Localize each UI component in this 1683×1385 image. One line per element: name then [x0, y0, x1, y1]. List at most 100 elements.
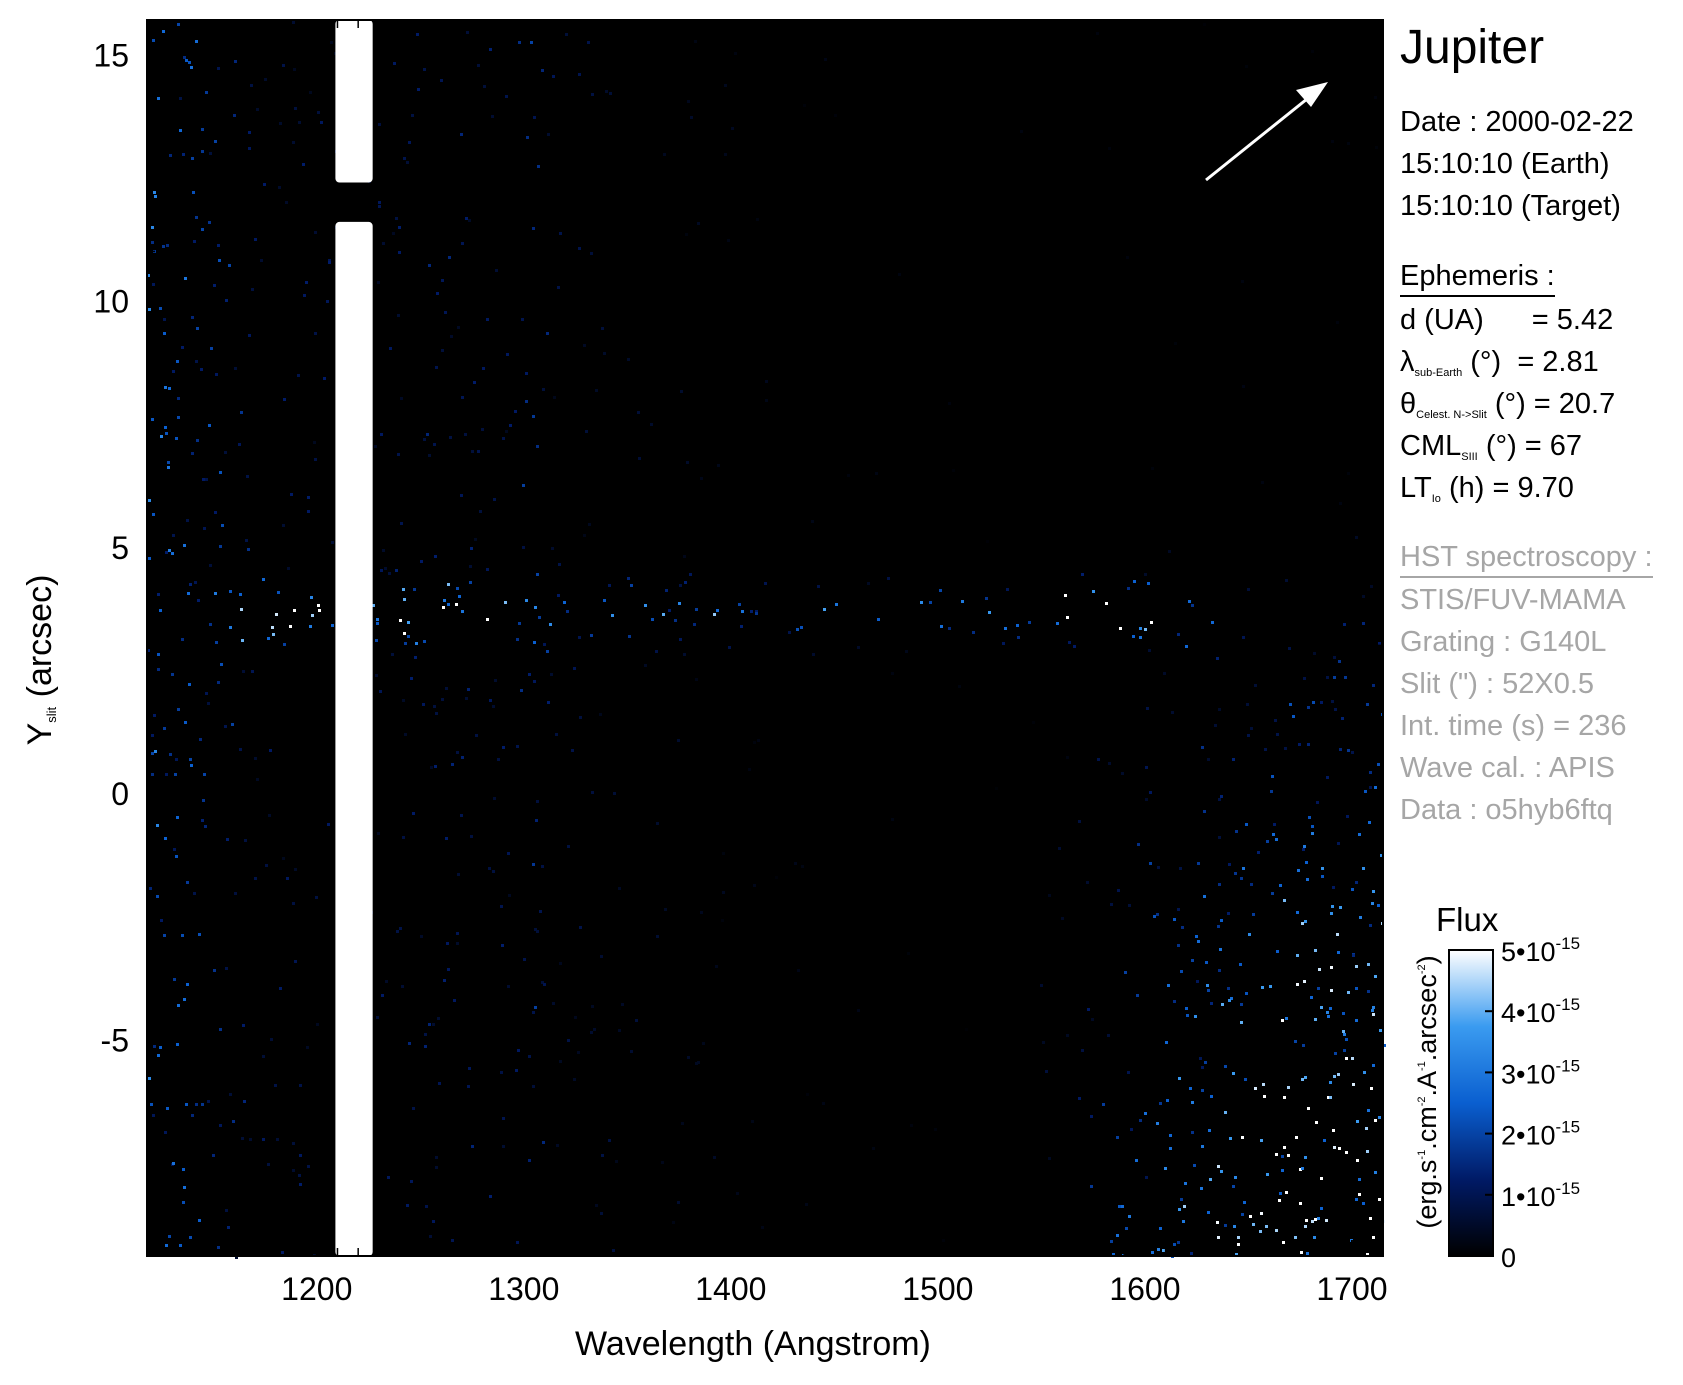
pixel-cluster [477, 64, 480, 67]
pixel-cluster [1333, 1146, 1336, 1149]
lyman-alpha-band-upper [335, 20, 373, 183]
pixel-cluster [402, 588, 405, 591]
pixel-cluster [1156, 913, 1159, 916]
dataset-id: Data : o5hyb6ftq [1400, 794, 1613, 826]
pixel-cluster [1228, 999, 1231, 1002]
pixel-cluster [240, 608, 243, 611]
pixel-cluster [1352, 1083, 1355, 1086]
pixel-cluster [674, 619, 677, 622]
pixel-cluster [1237, 1236, 1240, 1239]
pixel-cluster [183, 544, 186, 547]
pixel-cluster [939, 589, 942, 592]
pixel-cluster [1162, 1249, 1165, 1252]
grating: Grating : G140L [1400, 626, 1607, 658]
pixel-cluster [1128, 1215, 1131, 1218]
pixel-cluster [1358, 833, 1361, 836]
pixel-cluster [272, 633, 275, 636]
colorbar-tick-label: 3•10-15 [1501, 1056, 1580, 1089]
pixel-cluster [1333, 1075, 1336, 1078]
colorbar-tick-label: 4•10-15 [1501, 995, 1580, 1028]
pixel-cluster [740, 625, 743, 628]
pixel-cluster [1301, 1078, 1304, 1081]
ephemeris-distance: d (UA) = 5.42 [1400, 304, 1614, 336]
ephemeris-cml: CMLSIII (°) = 67 [1400, 430, 1583, 464]
pixel-cluster [179, 1244, 182, 1247]
pixel-cluster [1240, 1021, 1243, 1024]
colorbar-title: Flux [1436, 901, 1499, 938]
pixel-cluster [187, 592, 190, 595]
plot-background [147, 20, 1383, 1256]
wave-calibration: Wave cal. : APIS [1400, 752, 1615, 784]
pixel-cluster [920, 601, 923, 604]
pixel-cluster [310, 596, 313, 599]
pixel-cluster [1355, 965, 1358, 968]
pixel-cluster [1367, 990, 1370, 993]
pixel-cluster [1303, 980, 1306, 983]
pixel-cluster [1339, 906, 1342, 909]
y-tick-label: 0 [111, 776, 129, 812]
pixel-cluster [428, 1023, 431, 1026]
x-tick-label: 1600 [1109, 1271, 1180, 1307]
pixel-cluster [164, 837, 167, 840]
colorbar-unit-label: (erg.s-1.cm-2.A-1.arcsec-2) [1412, 955, 1442, 1229]
colorbar-tick-label: 1•10-15 [1501, 1179, 1580, 1212]
pixel-cluster [262, 578, 265, 581]
pixel-cluster [1336, 933, 1339, 936]
pixel-cluster [1262, 1083, 1265, 1086]
x-axis-title: Wavelength (Angstrom) [575, 1325, 931, 1363]
spectral-image [147, 20, 1386, 1259]
pixel-cluster [217, 681, 220, 684]
pixel-cluster [407, 635, 410, 638]
pixel-cluster [153, 1045, 156, 1048]
pixel-cluster [1217, 1165, 1220, 1168]
pixel-cluster [1216, 1221, 1219, 1224]
pixel-cluster [1356, 1120, 1359, 1123]
pixel-cluster [1208, 1129, 1211, 1132]
pixel-cluster [184, 721, 187, 724]
pixel-cluster [822, 1102, 825, 1105]
pixel-cluster [1294, 1236, 1297, 1239]
pixel-cluster [1366, 1150, 1369, 1153]
pixel-cluster [1330, 989, 1333, 992]
pixel-cluster [1374, 1171, 1377, 1174]
pixel-cluster [700, 477, 703, 480]
pixel-cluster [1259, 1230, 1262, 1233]
pixel-cluster [823, 608, 826, 611]
pixel-cluster [203, 773, 206, 776]
pixel-cluster [1351, 1057, 1354, 1060]
x-tick-label: 1200 [281, 1271, 352, 1307]
pixel-cluster [1308, 816, 1311, 819]
pixel-cluster [376, 622, 379, 625]
plot-axes: 1200 1300 1400 1500 1600 1700 -5 0 5 10 15 [93, 19, 1388, 1307]
pixel-cluster [1362, 867, 1365, 870]
direction-arrow [1205, 82, 1328, 182]
y-tick-label: 5 [111, 530, 129, 566]
pixel-cluster [177, 397, 180, 400]
pixel-cluster [1314, 949, 1317, 952]
time-target: 15:10:10 (Target) [1400, 190, 1621, 222]
pixel-cluster [309, 625, 312, 628]
pixel-cluster [571, 749, 574, 752]
pixel-cluster [1118, 1205, 1121, 1208]
plot-frame [146, 19, 1384, 1257]
pixel-cluster [1250, 883, 1253, 886]
pixel-cluster [1304, 1156, 1307, 1159]
lyman-alpha-band-lower [335, 221, 373, 1257]
pixel-cluster [282, 857, 285, 860]
pixel-cluster [1317, 1217, 1320, 1220]
pixel-cluster [1321, 867, 1324, 870]
arrow-shaft [1205, 93, 1313, 182]
pixel-cluster [247, 548, 250, 551]
pixel-cluster [1194, 1015, 1197, 1018]
pixel-cluster [1313, 1236, 1316, 1239]
pixel-cluster [160, 435, 163, 438]
time-earth: 15:10:10 (Earth) [1400, 148, 1610, 180]
pixel-cluster [1232, 1072, 1235, 1075]
pixel-cluster [1191, 1101, 1194, 1104]
colorbar-tick-label: 5•10-15 [1501, 934, 1580, 967]
arrow-head [1296, 82, 1328, 107]
pixel-cluster [471, 1145, 474, 1148]
pixel-cluster [1254, 1087, 1257, 1090]
pixel-cluster [271, 626, 274, 629]
pixel-cluster [713, 613, 716, 616]
